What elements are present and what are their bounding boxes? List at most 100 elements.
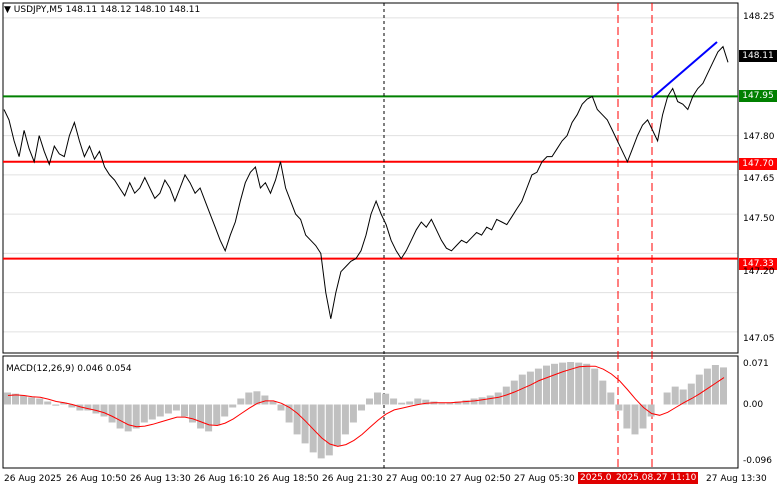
macd-bar [156, 404, 164, 417]
macd-bar [20, 395, 28, 405]
macd-bar [446, 402, 454, 405]
macd-bar [406, 401, 414, 405]
macd-bar [309, 404, 317, 453]
time-tick: 26 Aug 2025 [4, 474, 62, 484]
macd-bar [181, 404, 188, 417]
macd-bar [277, 404, 285, 411]
macd-bar [245, 392, 253, 405]
macd-bar [599, 380, 607, 405]
macd-bar [293, 404, 301, 435]
macd-bar [28, 397, 36, 405]
time-tick: 27 Aug 00:10 [386, 474, 447, 484]
macd-bar [438, 403, 446, 405]
macd-bar [615, 404, 623, 411]
macd-bar [543, 365, 550, 405]
macd-pane-frame [2, 355, 739, 469]
macd-bar [583, 363, 591, 405]
macd-bar [526, 371, 534, 405]
macd-bar [52, 404, 60, 406]
macd-bar [140, 404, 148, 423]
macd-bar [631, 404, 639, 435]
time-tick: 26 Aug 21:30 [322, 474, 383, 484]
macd-bar [382, 393, 390, 405]
macd-tick: -0.096 [743, 456, 773, 466]
macd-bar [695, 374, 703, 405]
time-tick: 26 Aug 18:50 [258, 474, 319, 484]
macd-bar [663, 392, 671, 405]
macd-bar [414, 398, 422, 405]
price-line [3, 45, 729, 319]
macd-bar [390, 398, 398, 405]
macd-bar [132, 404, 140, 429]
macd-header: MACD(12,26,9) 0.046 0.054 [6, 364, 132, 374]
macd-bar [269, 401, 277, 405]
macd-bar [197, 404, 205, 429]
macd-bar [478, 397, 486, 405]
macd-bar [623, 404, 631, 429]
macd-bar [398, 402, 406, 405]
price-pane-frame [2, 2, 739, 354]
macd-bar [221, 404, 229, 417]
macd-signal-line [7, 365, 725, 447]
macd-bar [205, 404, 213, 432]
time-highlight-left: 2025.0 [578, 472, 614, 484]
macd-bar [237, 398, 245, 405]
macd-bar [317, 404, 325, 459]
support-level-tag-2: 147.33 [739, 258, 777, 270]
support-level-tag: 147.70 [739, 158, 777, 170]
macd-bar [518, 374, 526, 405]
time-tick: 26 Aug 16:10 [194, 474, 255, 484]
macd-bar [164, 404, 172, 414]
time-tick: 26 Aug 10:50 [66, 474, 127, 484]
macd-bar [84, 404, 92, 411]
collapse-triangle-icon[interactable]: ▼ [4, 5, 11, 15]
macd-bar [189, 404, 196, 423]
macd-bar [639, 404, 647, 429]
macd-bar [559, 362, 567, 405]
symbol-header: ▼ USDJPY,M5 148.11 148.12 148.10 148.11 [4, 5, 200, 15]
time-tick: 27 Aug 02:50 [450, 474, 511, 484]
macd-bar [534, 368, 542, 405]
price-tick: 147.65 [743, 174, 775, 184]
time-tick: 27 Aug 05:30 [514, 474, 575, 484]
macd-bar [591, 368, 599, 405]
grid-lines [3, 17, 738, 333]
macd-bar [261, 395, 269, 405]
macd-tick: 0.00 [743, 400, 764, 410]
macd-bar [60, 402, 68, 405]
macd-bar [92, 404, 100, 414]
ohlc-values: 148.11 148.12 148.10 148.11 [65, 5, 201, 15]
macd-bar [366, 398, 373, 405]
macd-bar [422, 399, 430, 405]
current-price-tag: 148.11 [739, 50, 777, 62]
macd-bar [703, 368, 711, 405]
macd-bar [116, 404, 124, 429]
price-tick: 147.80 [743, 132, 775, 142]
macd-bar [325, 404, 333, 456]
macd-bar [349, 404, 357, 423]
macd-bar [229, 404, 237, 408]
macd-bar [607, 392, 615, 405]
macd-bar [333, 404, 341, 447]
macd-bar [647, 404, 655, 417]
price-tick: 148.25 [743, 12, 775, 22]
time-tick-last: 27 Aug 13:30 [706, 474, 767, 484]
macd-bar [68, 404, 76, 408]
macd-bar [213, 404, 221, 426]
macd-bar [454, 401, 462, 405]
macd-bar [76, 404, 84, 411]
macd-bar [44, 401, 52, 405]
time-tick: 26 Aug 13:30 [130, 474, 191, 484]
macd-bar [12, 393, 19, 405]
macd-tick: 0.071 [743, 359, 769, 369]
macd-bar [374, 392, 381, 405]
macd-bar [108, 404, 116, 423]
price-tick: 147.20 [743, 267, 775, 277]
time-highlight-right: 2025.08.27 11:10 [614, 472, 699, 484]
macd-bar [148, 404, 156, 420]
macd-bar [551, 363, 558, 405]
macd-bar [253, 391, 261, 405]
resistance-level-tag: 147.95 [739, 90, 777, 102]
trend-line[interactable] [651, 41, 718, 99]
